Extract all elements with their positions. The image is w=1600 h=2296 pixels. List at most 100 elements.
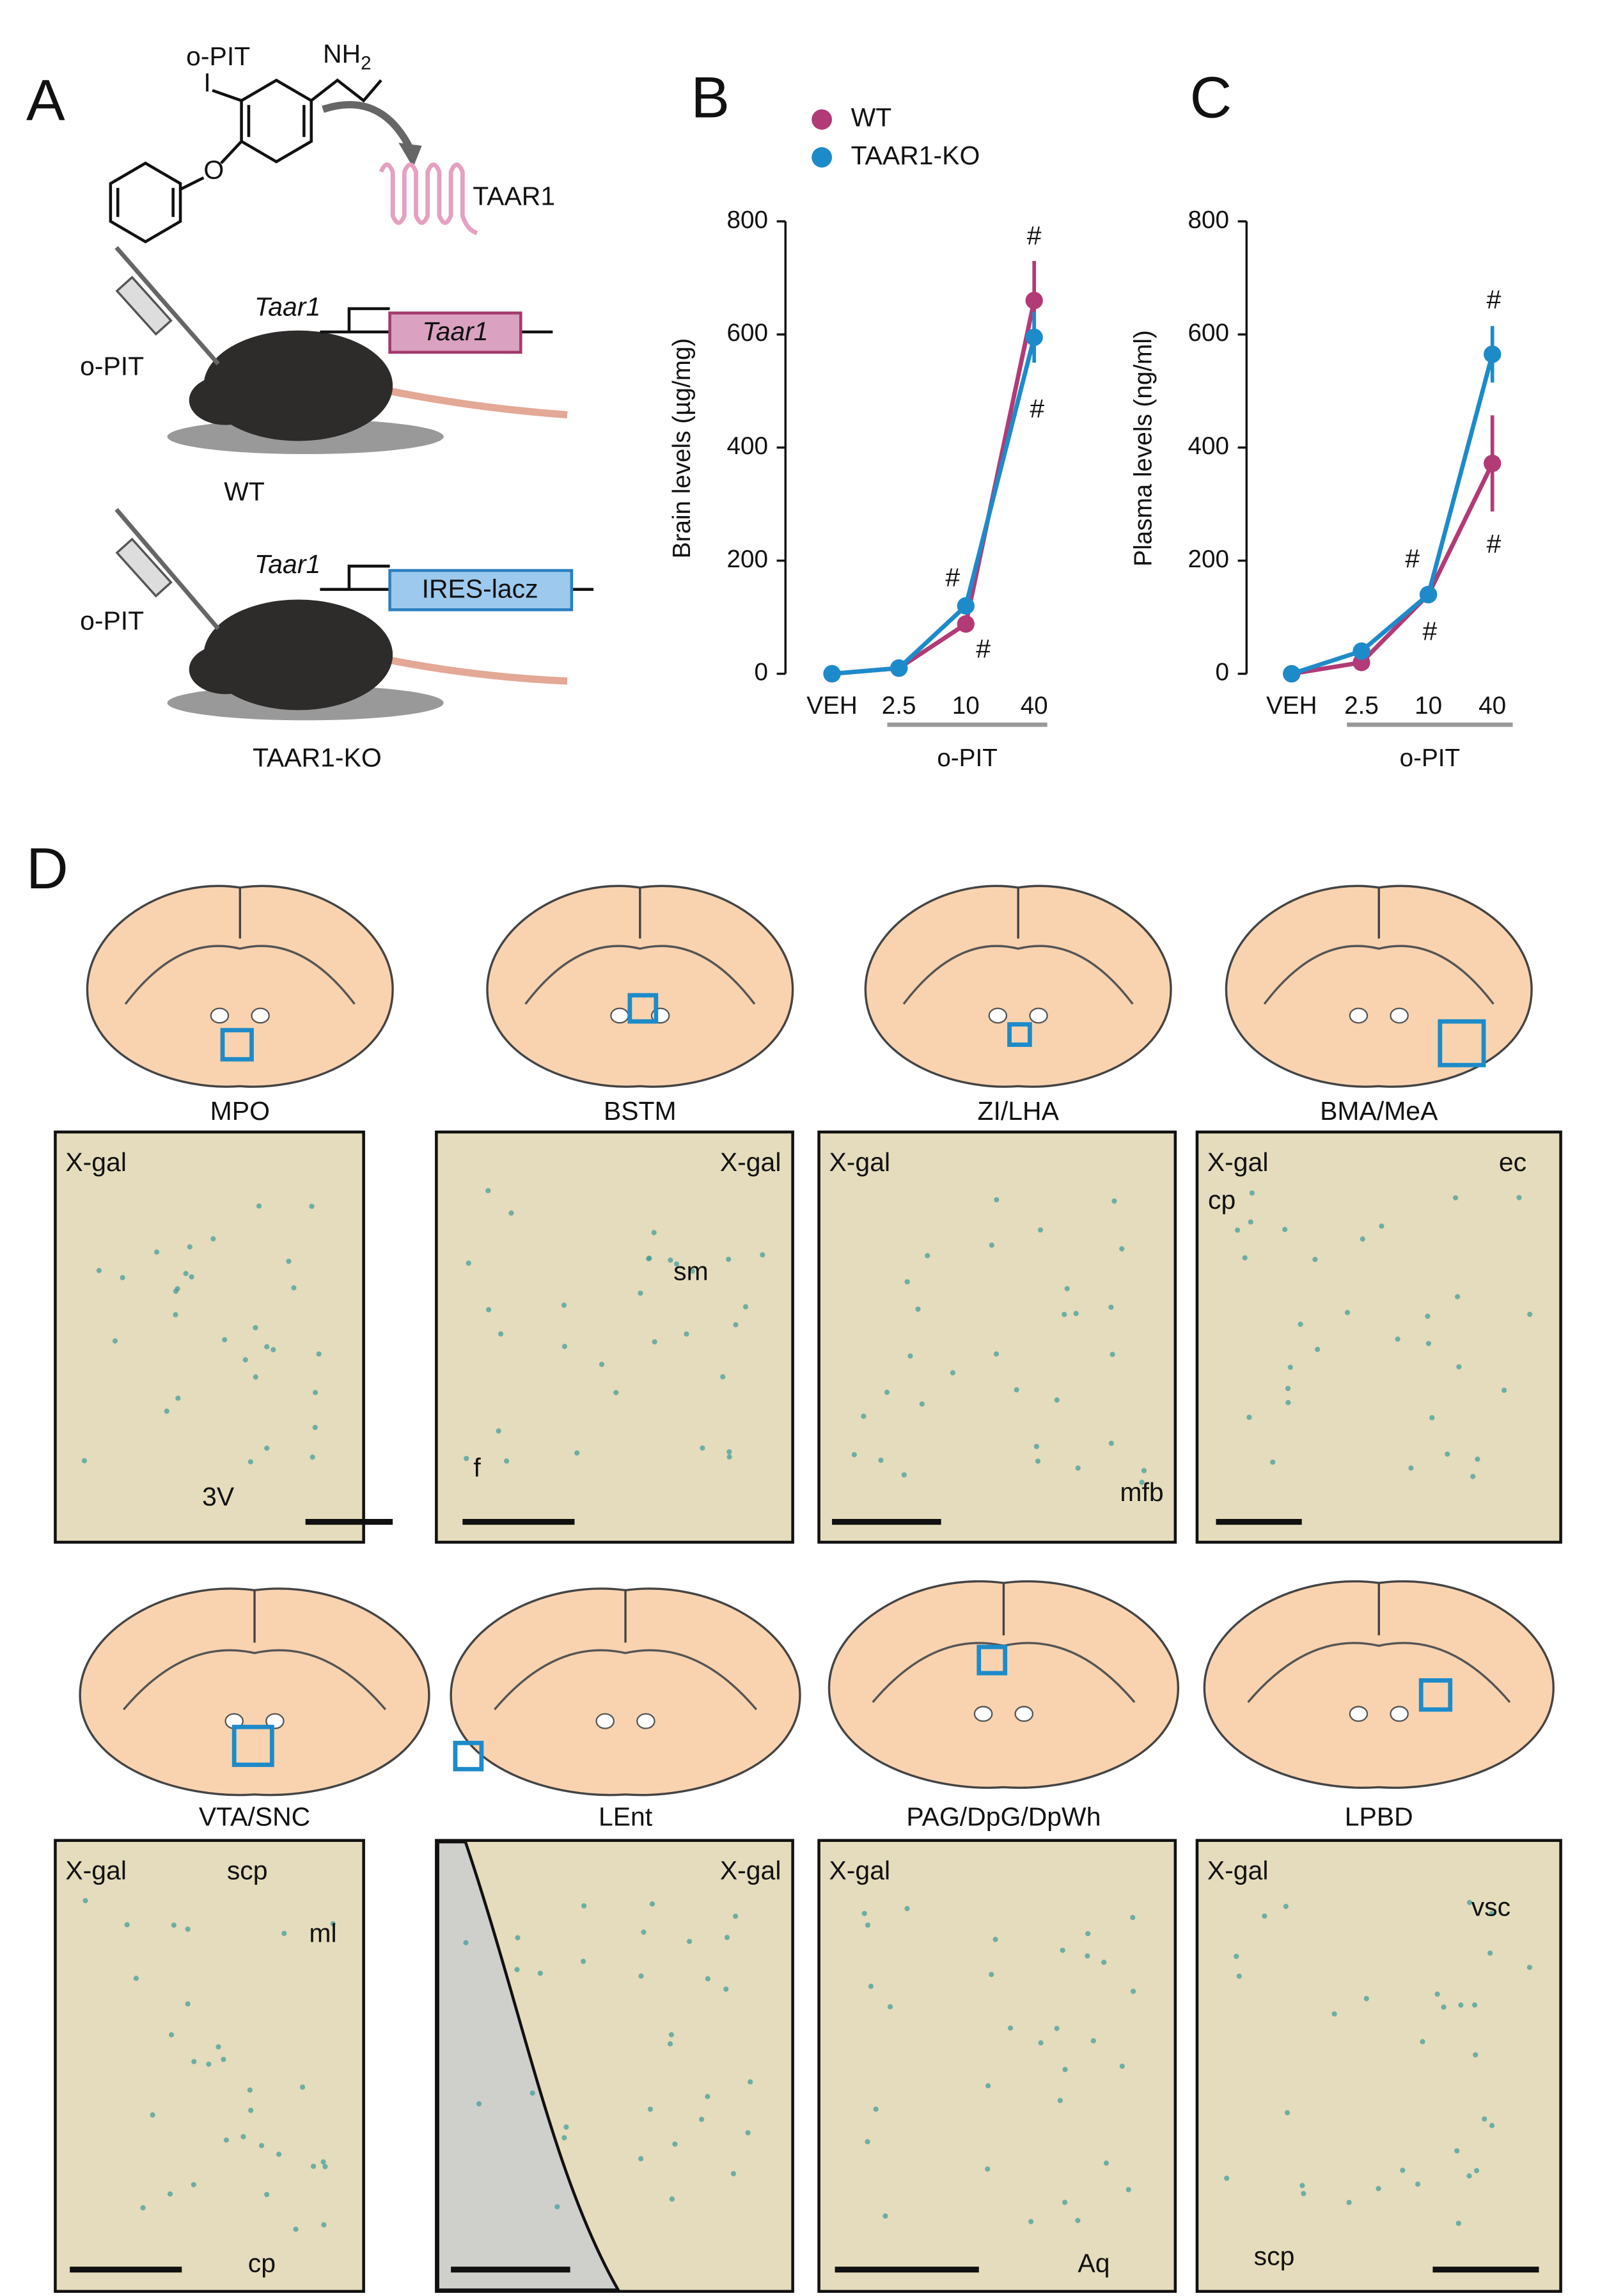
oxygen: O bbox=[203, 155, 224, 185]
stain-dot bbox=[561, 2135, 567, 2141]
stain-dot bbox=[1526, 1965, 1533, 1970]
stain-dot bbox=[112, 1338, 118, 1344]
stain-dot bbox=[150, 2112, 155, 2118]
bond bbox=[220, 140, 243, 164]
stain-dot bbox=[613, 1390, 619, 1396]
stain-dot bbox=[1455, 1294, 1461, 1300]
stain-dot bbox=[1360, 1236, 1365, 1242]
ventricle bbox=[610, 1007, 629, 1024]
ventricle bbox=[210, 1007, 230, 1024]
stain-dot bbox=[989, 1242, 994, 1248]
stain-dot bbox=[732, 1914, 739, 1919]
stain-dot bbox=[223, 2137, 230, 2143]
stain-dot bbox=[1090, 2038, 1096, 2044]
mouse-wt bbox=[114, 246, 568, 455]
stain-dot bbox=[293, 2226, 299, 2232]
injection-label: o-PIT bbox=[80, 606, 144, 636]
stain-dot bbox=[1312, 1257, 1318, 1262]
gene-box bbox=[388, 311, 522, 354]
internal-structure bbox=[123, 1649, 387, 1711]
genotype-label: TAAR1-KO bbox=[253, 743, 382, 773]
stain-dot bbox=[925, 1253, 930, 1259]
y-tick-label: 600 bbox=[726, 319, 767, 347]
stain-dot bbox=[242, 1357, 248, 1363]
stain-dot bbox=[868, 1983, 874, 1989]
stain-dot bbox=[476, 2101, 482, 2107]
stain-dot bbox=[950, 1370, 956, 1376]
stain-dot bbox=[1441, 2004, 1447, 2010]
stain-dot bbox=[240, 2134, 246, 2139]
ventricle bbox=[1349, 1007, 1369, 1024]
stain-dot bbox=[164, 1408, 169, 1414]
internal-structure bbox=[902, 945, 1134, 1005]
series-line bbox=[831, 300, 1037, 676]
stain-dot bbox=[153, 1249, 160, 1255]
stain-dot bbox=[638, 1973, 644, 1979]
region-label: ZI/LHA bbox=[977, 1096, 1059, 1126]
injection-label: o-PIT bbox=[80, 352, 144, 381]
stain-dot bbox=[1141, 1468, 1147, 1474]
ventricle bbox=[595, 1713, 615, 1729]
stain-dot bbox=[672, 2141, 678, 2147]
data-point bbox=[1484, 345, 1502, 363]
stain-dot bbox=[1246, 1414, 1252, 1420]
stain-dot bbox=[309, 1204, 315, 1209]
stain-dot bbox=[878, 1458, 884, 1463]
side-chain bbox=[310, 78, 382, 103]
brain-outline bbox=[1225, 885, 1533, 1088]
stain-label: X-gal bbox=[829, 1856, 890, 1885]
x-tick-label: VEH bbox=[806, 692, 857, 719]
data-point bbox=[957, 597, 975, 615]
stain-dot bbox=[1108, 1304, 1114, 1310]
stain-dot bbox=[1014, 1387, 1019, 1393]
stain-dot bbox=[1062, 2199, 1068, 2205]
stain-dot bbox=[760, 1252, 765, 1258]
gene-label: IRES-lacz bbox=[422, 574, 538, 604]
stain-dot bbox=[316, 1351, 322, 1357]
stain-dot bbox=[748, 2079, 753, 2085]
stain-dot bbox=[1033, 1443, 1040, 1449]
stain-dot bbox=[1445, 1451, 1450, 1457]
legend-label: TAAR1-KO bbox=[851, 141, 980, 170]
y-axis-label: Plasma levels (ng/ml) bbox=[1129, 330, 1157, 566]
annotation: # bbox=[1030, 394, 1044, 423]
stain-dot bbox=[529, 2090, 535, 2096]
brain-outline bbox=[827, 1580, 1180, 1789]
stain-dot bbox=[1224, 2175, 1230, 2181]
stain-dot bbox=[1489, 2123, 1495, 2128]
stain-dot bbox=[652, 1339, 657, 1345]
structure-label: cp bbox=[1208, 1185, 1235, 1215]
stain-dot bbox=[1453, 1195, 1459, 1201]
stain-dot bbox=[1344, 1310, 1351, 1316]
internal-structure bbox=[1247, 1642, 1511, 1703]
stain-dot bbox=[330, 1921, 336, 1927]
stain-label: X-gal bbox=[1207, 1147, 1269, 1177]
micrograph bbox=[1195, 1839, 1562, 2293]
stain-dot bbox=[258, 2143, 265, 2148]
amine: NH2 bbox=[323, 39, 372, 74]
stain-dot bbox=[1101, 1960, 1107, 1965]
legend-label: WT bbox=[851, 103, 892, 132]
stain-dot bbox=[253, 1325, 258, 1331]
stain-dot bbox=[1471, 2002, 1478, 2008]
stain-dot bbox=[256, 1203, 262, 1209]
stain-dot bbox=[1234, 1953, 1239, 1960]
stain-dot bbox=[1502, 1387, 1507, 1393]
stain-dot bbox=[1482, 2116, 1487, 2122]
y-tick-label: 600 bbox=[1188, 319, 1229, 347]
stain-dot bbox=[253, 1374, 258, 1380]
stain-dot bbox=[742, 1304, 749, 1310]
stain-dot bbox=[321, 2222, 327, 2228]
stain-dot bbox=[537, 1970, 543, 1976]
brain-outline bbox=[86, 885, 394, 1088]
annotation: # bbox=[1027, 221, 1042, 250]
receptor-label: TAAR1 bbox=[473, 182, 555, 211]
region-box bbox=[1418, 1678, 1453, 1712]
y-tick-label: 800 bbox=[1188, 206, 1229, 233]
region-label: BSTM bbox=[604, 1096, 677, 1126]
stain-dot bbox=[915, 1306, 921, 1312]
stain-dot bbox=[1458, 2002, 1464, 2008]
structure-label: Aq bbox=[1078, 2249, 1110, 2278]
bond bbox=[212, 89, 242, 102]
annotation: # bbox=[1422, 617, 1437, 646]
